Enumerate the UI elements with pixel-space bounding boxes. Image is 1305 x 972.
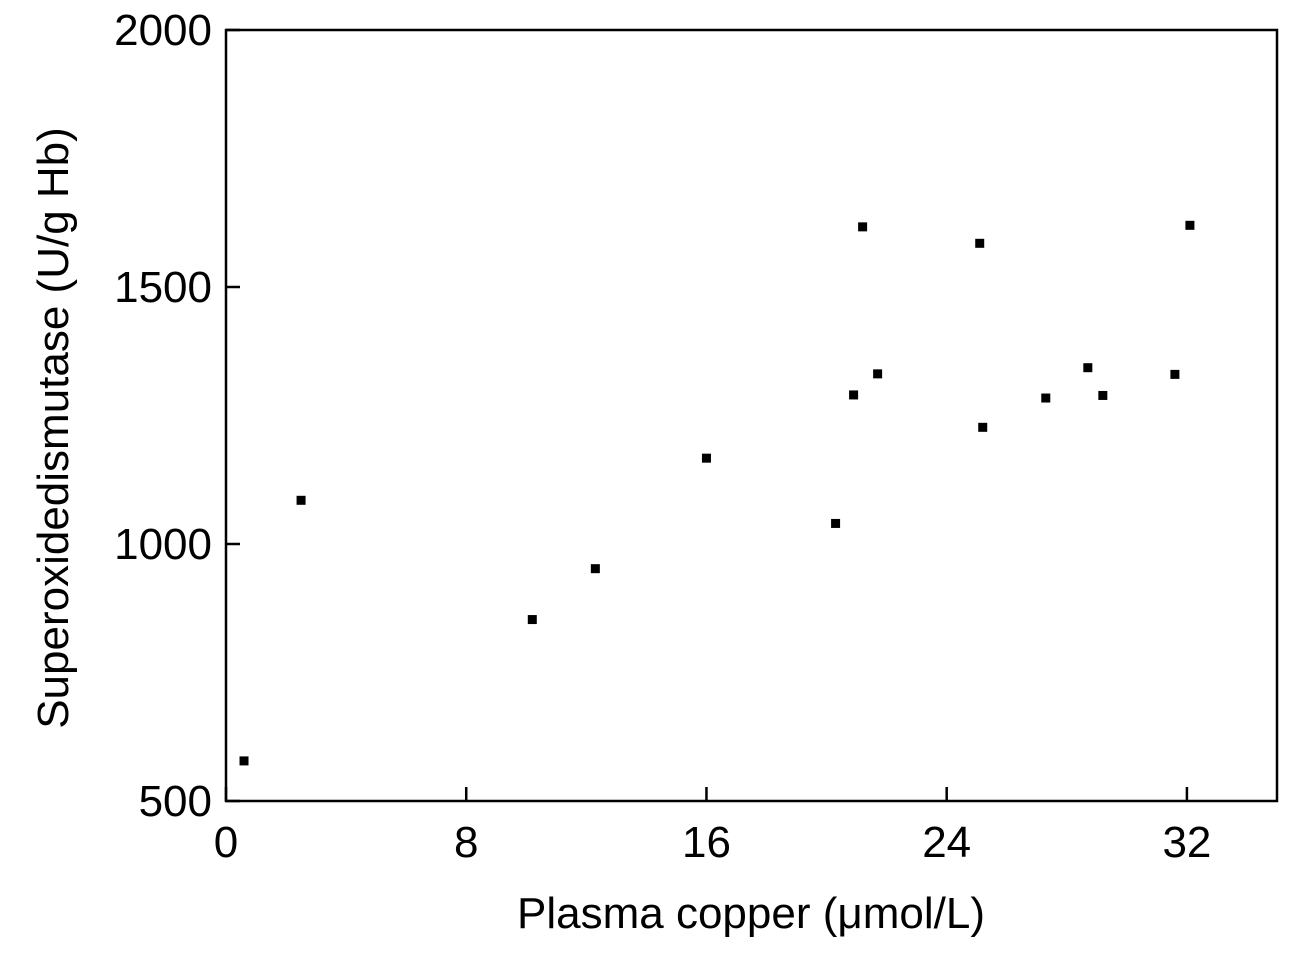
data-point [1083, 363, 1093, 373]
data-point [849, 390, 859, 400]
x-tick-label: 0 [214, 818, 238, 867]
x-tick-label: 16 [682, 818, 731, 867]
data-point [296, 495, 306, 505]
data-point [1098, 390, 1108, 400]
data-point [831, 518, 841, 528]
data-point [701, 453, 711, 463]
y-tick-label: 1000 [114, 520, 212, 569]
data-point [1041, 393, 1051, 403]
data-point [858, 222, 868, 232]
x-tick-label: 24 [922, 818, 971, 867]
y-axis-label: Superoxidedismutase (U/g Hb) [29, 127, 78, 729]
y-tick-label: 1500 [114, 263, 212, 312]
data-points [239, 220, 1195, 766]
y-tick-label: 500 [139, 777, 212, 826]
x-tick-label: 32 [1162, 818, 1211, 867]
y-tick-label: 2000 [114, 6, 212, 55]
data-point [527, 615, 537, 625]
x-axis: 0 8 16 24 32 [214, 787, 1211, 867]
x-tick-label: 8 [454, 818, 478, 867]
x-axis-label: Plasma copper (μmol/L) [517, 889, 985, 938]
data-point [975, 238, 985, 248]
data-point [978, 422, 988, 432]
data-point [1185, 220, 1195, 230]
data-point [590, 564, 600, 574]
plot-frame [224, 28, 1279, 803]
data-point [239, 756, 249, 766]
data-point [873, 369, 883, 379]
y-axis: 500 1000 1500 2000 [114, 6, 240, 826]
data-point [1170, 369, 1180, 379]
